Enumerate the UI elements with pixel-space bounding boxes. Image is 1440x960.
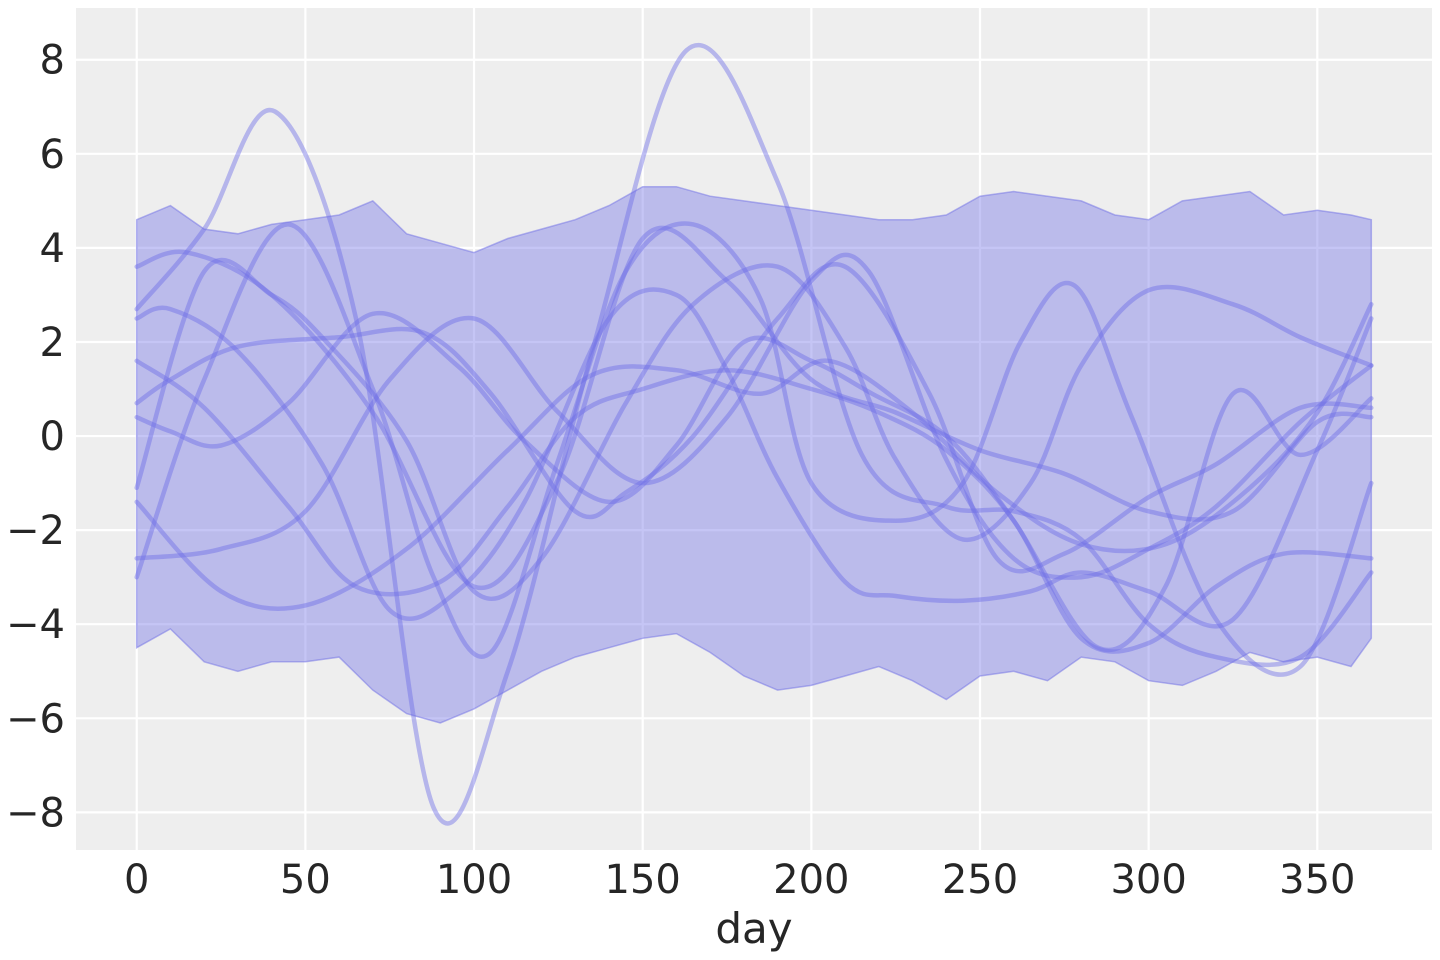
y-tick-label: −2 (6, 508, 65, 554)
x-tick-label: 200 (773, 857, 849, 903)
series-line (134, 310, 1374, 653)
plot-area (76, 8, 1432, 850)
series-line (134, 358, 1374, 654)
x-tick-label: 350 (1279, 857, 1355, 903)
x-tick-label: 300 (1110, 857, 1186, 903)
series-line (134, 257, 1374, 601)
y-tick-label: −4 (6, 602, 65, 648)
x-tick-label: 50 (280, 857, 331, 903)
x-tick-label: 250 (942, 857, 1018, 903)
y-tick-label: 6 (40, 132, 65, 178)
y-tick-label: −6 (6, 696, 65, 742)
series-line (134, 302, 1374, 611)
hdi-band (135, 185, 1373, 724)
series-line (134, 221, 1374, 677)
y-tick-label: 0 (40, 414, 65, 460)
series-line (134, 262, 1374, 574)
series-line (134, 287, 1374, 629)
x-tick-label: 150 (605, 857, 681, 903)
x-tick-label: 100 (436, 857, 512, 903)
series-line (134, 252, 1374, 580)
y-tick-label: 8 (40, 38, 65, 84)
y-tick-label: 4 (40, 226, 65, 272)
x-tick-label: 0 (124, 857, 149, 903)
y-tick-label: 2 (40, 320, 65, 366)
series-line (134, 42, 1374, 826)
series-line (134, 225, 1374, 591)
x-axis-label: day (715, 904, 792, 953)
y-tick-label: −8 (6, 790, 65, 836)
